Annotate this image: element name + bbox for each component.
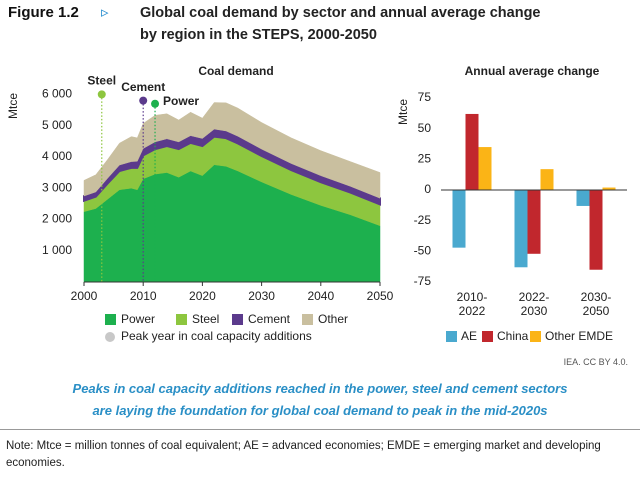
y-tick-label: 4 000	[42, 149, 72, 163]
y-tick-label: 5 000	[42, 118, 72, 132]
y-tick-label: 75	[418, 90, 432, 104]
x-tick-label: 2040	[307, 289, 334, 303]
y-tick-label: 50	[418, 121, 432, 135]
legend-label: Other	[318, 312, 348, 326]
bar	[478, 147, 492, 190]
title: by region in the STEPS, 2000-2050	[140, 27, 377, 43]
legend-label: Cement	[248, 312, 291, 326]
title: Global coal demand by sector and annual …	[140, 5, 541, 21]
legend-label: Other EMDE	[545, 329, 613, 343]
y-tick-label: -25	[414, 213, 432, 227]
legend-label: AE	[461, 329, 477, 343]
y-tick-label: 0	[424, 182, 431, 196]
x-tick-label: 2030-2050	[580, 290, 612, 318]
chart-title: Coal demand	[198, 64, 273, 78]
bar	[527, 190, 541, 254]
bar	[602, 187, 616, 190]
x-tick-label: 2010-2022	[456, 290, 488, 318]
note: Note: Mtce = million tonnes of coal equi…	[6, 440, 601, 469]
peak-label: Steel	[87, 74, 116, 88]
bar	[589, 190, 603, 270]
peak-label: Power	[163, 94, 199, 108]
y-tick-label: 3 000	[42, 180, 72, 194]
x-tick-label: 2030	[248, 289, 275, 303]
area	[83, 102, 381, 199]
legend-swatch	[530, 331, 541, 342]
y-tick-label: 25	[418, 152, 432, 166]
bar	[465, 113, 479, 190]
legend-swatch	[482, 331, 493, 342]
separator	[0, 429, 640, 430]
figure-arrow: ▹	[101, 4, 109, 21]
y-tick-label: 6 000	[42, 87, 72, 101]
y-tick-label: -50	[414, 244, 432, 258]
x-tick-label: 2000	[71, 289, 98, 303]
legend-label: Peak year in coal capacity additions	[121, 329, 312, 343]
x-tick-label: 2010	[130, 289, 157, 303]
credit: IEA. CC BY 4.0.	[563, 357, 628, 367]
legend-label: Power	[121, 312, 155, 326]
bar	[540, 169, 554, 190]
legend-label: China	[497, 329, 529, 343]
legend-swatch	[232, 314, 243, 325]
x-tick-label: 2050	[367, 289, 394, 303]
caption: Peaks in coal capacity additions reached…	[72, 381, 568, 396]
y-tick-label: -75	[414, 274, 432, 288]
y-axis-label: Mtce	[6, 93, 20, 119]
bar	[452, 190, 466, 248]
figure-label: Figure 1.2	[8, 4, 79, 21]
x-tick-label: 2020	[189, 289, 216, 303]
y-axis-label: Mtce	[396, 99, 410, 125]
peak-marker	[139, 96, 148, 105]
legend-swatch	[302, 314, 313, 325]
peak-marker	[151, 99, 160, 108]
y-tick-label: 2 000	[42, 212, 72, 226]
legend-swatch	[176, 314, 187, 325]
legend-label: Steel	[192, 312, 219, 326]
bar	[514, 190, 528, 268]
legend-swatch	[105, 332, 115, 342]
legend-swatch	[105, 314, 116, 325]
caption: are laying the foundation for global coa…	[92, 403, 548, 418]
legend-swatch	[446, 331, 457, 342]
y-tick-label: 1 000	[42, 243, 72, 257]
peak-label: Cement	[121, 80, 165, 94]
x-tick-label: 2022-2030	[518, 290, 550, 318]
bar	[576, 190, 590, 206]
peak-marker	[97, 90, 106, 99]
chart-title: Annual average change	[465, 64, 600, 78]
